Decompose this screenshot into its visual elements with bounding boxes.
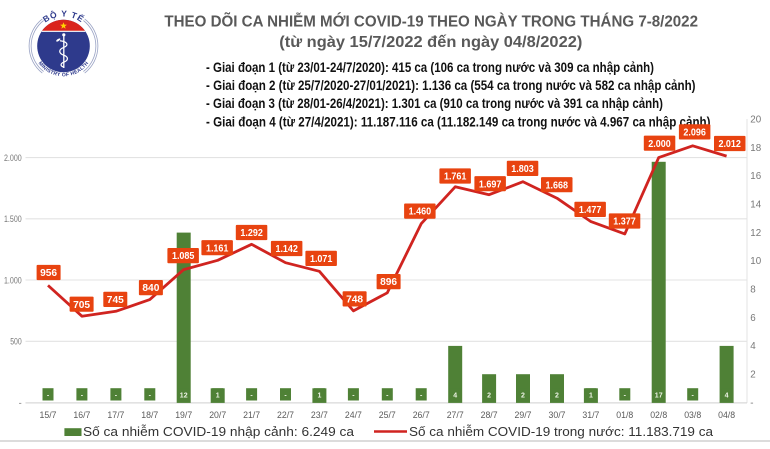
svg-text:1.292: 1.292 [240, 228, 263, 239]
svg-text:10: 10 [750, 256, 761, 267]
svg-text:-: - [19, 398, 22, 408]
svg-text:2.096: 2.096 [683, 128, 706, 139]
svg-text:- Giai đoạn 1 (từ 23/01-24/7/2: - Giai đoạn 1 (từ 23/01-24/7/2020): 415 … [206, 60, 654, 75]
svg-text:1.477: 1.477 [579, 205, 602, 216]
svg-text:14: 14 [750, 200, 761, 211]
svg-text:1: 1 [216, 392, 220, 399]
svg-text:04/8: 04/8 [718, 410, 735, 420]
svg-text:-: - [284, 392, 287, 399]
svg-text:748: 748 [346, 295, 363, 306]
svg-text:16/7: 16/7 [73, 410, 90, 420]
svg-text:-: - [624, 392, 627, 399]
svg-text:-: - [420, 392, 423, 399]
svg-text:28/7: 28/7 [481, 410, 498, 420]
svg-text:1.161: 1.161 [206, 243, 229, 254]
svg-text:2: 2 [555, 392, 559, 399]
svg-text:-: - [47, 392, 50, 399]
svg-text:4: 4 [725, 392, 729, 399]
svg-text:20/7: 20/7 [209, 410, 226, 420]
svg-text:(từ ngày 15/7/2022 đến ngày 04: (từ ngày 15/7/2022 đến ngày 04/8/2022) [279, 34, 582, 51]
svg-text:-: - [692, 392, 695, 399]
svg-text:03/8: 03/8 [684, 410, 701, 420]
svg-text:-: - [352, 392, 355, 399]
svg-text:-: - [149, 392, 152, 399]
svg-text:20: 20 [750, 115, 761, 126]
svg-text:745: 745 [107, 295, 124, 306]
svg-text:17/7: 17/7 [107, 410, 124, 420]
svg-text:6: 6 [750, 313, 756, 324]
svg-text:BỘ Y TẾ: BỘ Y TẾ [41, 8, 86, 24]
svg-text:956: 956 [40, 268, 57, 279]
svg-text:Số ca nhiễm COVID-19 nhập cảnh: Số ca nhiễm COVID-19 nhập cảnh: 6.249 ca [83, 424, 355, 439]
svg-text:1.071: 1.071 [310, 254, 333, 265]
svg-text:1.377: 1.377 [613, 217, 636, 228]
svg-text:8: 8 [750, 285, 756, 296]
svg-text:12: 12 [180, 392, 188, 399]
svg-text:1.500: 1.500 [4, 214, 22, 224]
svg-text:2: 2 [521, 392, 525, 399]
svg-text:18/7: 18/7 [141, 410, 158, 420]
svg-text:17: 17 [655, 392, 663, 399]
svg-text:1.460: 1.460 [409, 207, 432, 218]
svg-text:1.761: 1.761 [444, 172, 467, 183]
svg-text:27/7: 27/7 [447, 410, 464, 420]
svg-text:4: 4 [750, 341, 756, 352]
svg-text:-: - [250, 392, 253, 399]
svg-text:4: 4 [453, 392, 457, 399]
svg-text:1.000: 1.000 [4, 275, 22, 285]
svg-text:02/8: 02/8 [650, 410, 667, 420]
svg-text:2: 2 [750, 370, 755, 381]
svg-text:1.803: 1.803 [511, 164, 534, 175]
svg-text:01/8: 01/8 [616, 410, 633, 420]
svg-text:16: 16 [750, 171, 761, 182]
svg-text:-: - [115, 392, 118, 399]
svg-text:896: 896 [380, 277, 397, 288]
svg-text:1: 1 [317, 392, 321, 399]
svg-text:- Giai đoạn 4 (từ 27/4/2021):: - Giai đoạn 4 (từ 27/4/2021): 11.187.116… [206, 114, 711, 129]
svg-text:- Giai đoạn 2 (từ 25/7/2020-27: - Giai đoạn 2 (từ 25/7/2020-27/01/2021):… [206, 78, 696, 93]
svg-text:1.697: 1.697 [479, 179, 502, 190]
svg-text:29/7: 29/7 [515, 410, 532, 420]
svg-text:2.000: 2.000 [648, 139, 671, 150]
svg-text:Số ca nhiễm COVID-19 trong nướ: Số ca nhiễm COVID-19 trong nước: 11.183.… [409, 424, 714, 439]
svg-text:840: 840 [142, 283, 159, 294]
svg-text:22/7: 22/7 [277, 410, 294, 420]
svg-text:THEO DÕI CA NHIỄM MỚI COVID-19: THEO DÕI CA NHIỄM MỚI COVID-19 THEO NGÀY… [164, 13, 698, 31]
svg-text:12: 12 [750, 228, 761, 239]
svg-text:1.085: 1.085 [172, 251, 195, 262]
svg-text:1: 1 [589, 392, 593, 399]
svg-text:19/7: 19/7 [175, 410, 192, 420]
svg-text:24/7: 24/7 [345, 410, 362, 420]
svg-text:500: 500 [10, 337, 22, 347]
svg-text:26/7: 26/7 [413, 410, 430, 420]
svg-text:- Giai đoạn 3 (từ 28/01-26/4/2: - Giai đoạn 3 (từ 28/01-26/4/2021): 1.30… [206, 96, 663, 111]
svg-text:-: - [750, 398, 753, 409]
svg-text:31/7: 31/7 [582, 410, 599, 420]
svg-text:705: 705 [73, 300, 90, 311]
svg-text:1.668: 1.668 [546, 180, 569, 191]
svg-text:15/7: 15/7 [40, 410, 57, 420]
svg-text:30/7: 30/7 [549, 410, 566, 420]
svg-text:23/7: 23/7 [311, 410, 328, 420]
svg-text:25/7: 25/7 [379, 410, 396, 420]
svg-text:-: - [386, 392, 389, 399]
svg-text:2.000: 2.000 [4, 153, 22, 163]
svg-text:21/7: 21/7 [243, 410, 260, 420]
svg-text:2.012: 2.012 [718, 139, 741, 150]
svg-text:1.142: 1.142 [275, 244, 298, 255]
svg-text:2: 2 [487, 392, 491, 399]
svg-text:18: 18 [750, 143, 761, 154]
svg-text:-: - [81, 392, 84, 399]
